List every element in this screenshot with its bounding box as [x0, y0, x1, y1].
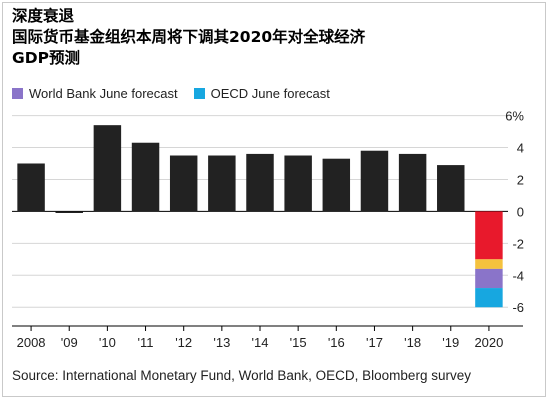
- x-tick-label: '11: [138, 335, 154, 350]
- x-tick-label: '17: [366, 335, 383, 350]
- y-tick-label: 0: [517, 204, 524, 219]
- y-tick-label: -2: [512, 236, 524, 251]
- x-tick-label: '15: [290, 335, 307, 350]
- x-tick-label: '16: [328, 335, 345, 350]
- bar-11: [131, 142, 160, 212]
- bar-2008: [17, 163, 45, 212]
- bar-12: [169, 155, 198, 212]
- bar-18: [398, 153, 427, 212]
- bar-14: [246, 153, 274, 212]
- source-note: Source: International Monetary Fund, Wor…: [12, 368, 471, 383]
- legend-swatch-oecd: [193, 88, 205, 99]
- x-tick-label: '18: [404, 335, 421, 350]
- bar-17: [360, 150, 389, 212]
- y-tick-label: 2: [517, 172, 524, 187]
- x-tick-label: '12: [175, 335, 192, 350]
- x-tick-label: '13: [213, 335, 230, 350]
- legend-label-world-bank: World Bank June forecast: [29, 86, 178, 101]
- x-tick-label: '14: [252, 335, 269, 350]
- x-tick-label: '19: [442, 335, 459, 350]
- forecast-segment-2: [475, 268, 503, 289]
- y-tick-label: -4: [512, 268, 524, 283]
- y-tick-label: 6%: [505, 109, 524, 124]
- legend-label-oecd: OECD June forecast: [210, 86, 330, 101]
- forecast-segment-3: [475, 288, 503, 308]
- chart-title: 深度衰退 国际货币基金组织本周将下调其2020年对全球经济 GDP预测: [12, 7, 366, 67]
- forecast-segment-1: [475, 259, 503, 269]
- bar-09: [55, 211, 83, 213]
- y-tick-label: 4: [517, 141, 524, 156]
- forecast-segment-0: [475, 211, 503, 260]
- chart-frame: [2, 2, 546, 397]
- bar-15: [284, 155, 312, 212]
- x-tick-label: '10: [99, 335, 116, 350]
- y-tick-label: -6: [512, 300, 524, 315]
- legend: World Bank June forecast OECD June forec…: [12, 86, 330, 101]
- bar-19: [437, 165, 465, 212]
- bar-16: [322, 158, 351, 212]
- x-tick-label: 2020: [474, 335, 503, 350]
- legend-item-oecd: OECD June forecast: [193, 86, 330, 101]
- bar-13: [208, 155, 236, 212]
- legend-swatch-world-bank: [12, 88, 23, 99]
- bar-10: [93, 125, 122, 212]
- legend-item-world-bank: World Bank June forecast: [12, 86, 178, 101]
- x-tick-label: '09: [61, 335, 78, 350]
- x-tick-label: 2008: [17, 335, 46, 350]
